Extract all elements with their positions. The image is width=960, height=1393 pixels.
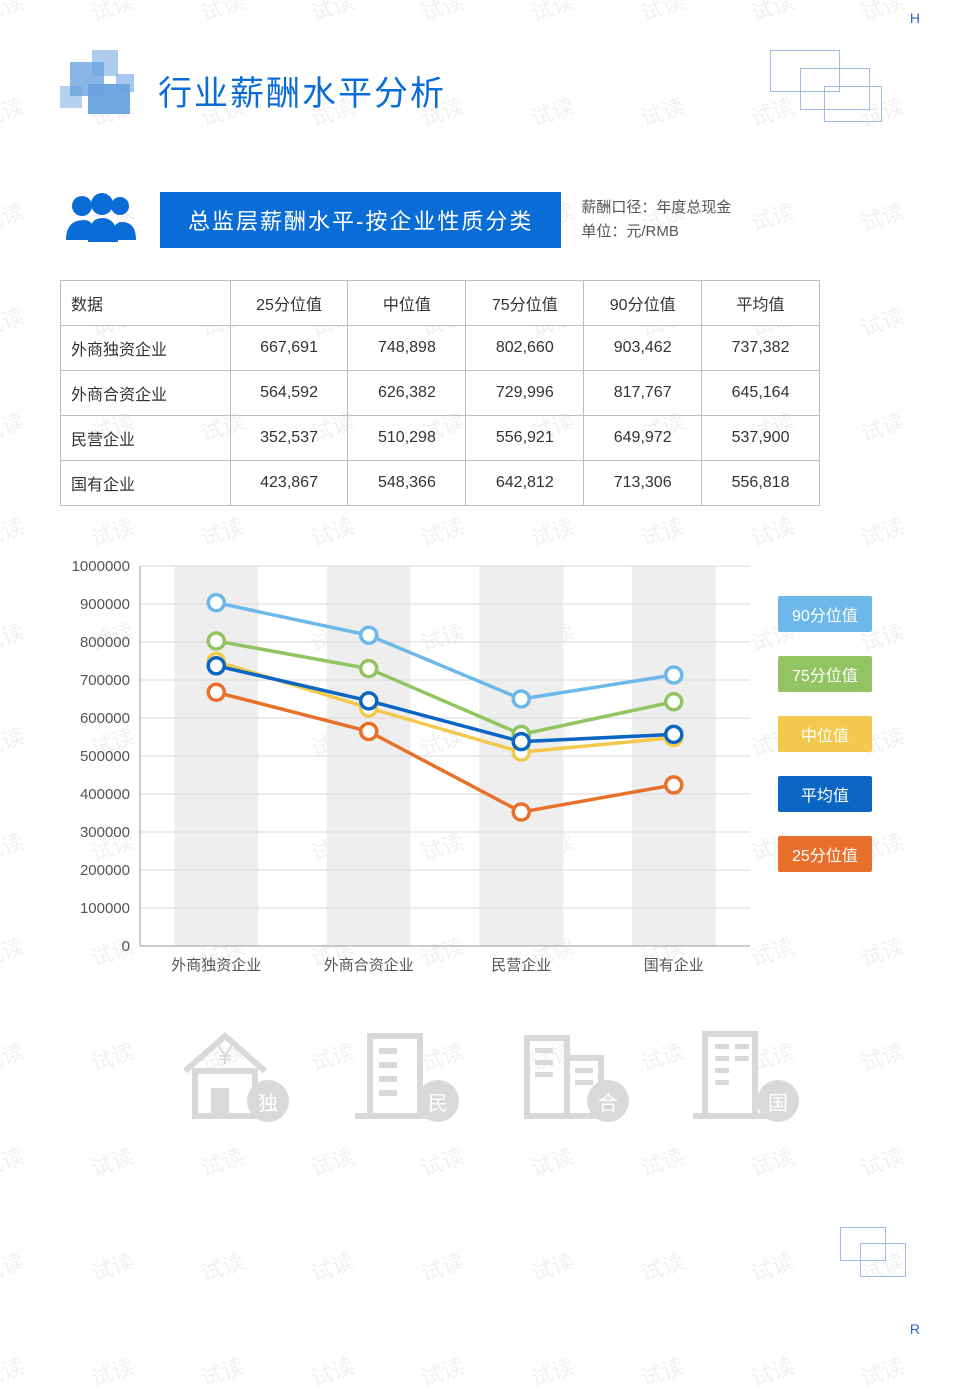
corner-marker-r: R bbox=[910, 1321, 920, 1337]
table-cell: 748,898 bbox=[348, 326, 466, 371]
meta-line-1: 薪酬口径：年度总现金 bbox=[581, 196, 731, 220]
badge-du: 独 bbox=[247, 1080, 289, 1122]
section-header: 总监层薪酬水平-按企业性质分类 薪酬口径：年度总现金 单位：元/RMB bbox=[60, 190, 900, 250]
svg-text:0: 0 bbox=[122, 938, 130, 955]
table-row: 外商合资企业564,592626,382729,996817,767645,16… bbox=[61, 371, 820, 416]
svg-text:民营企业: 民营企业 bbox=[491, 956, 551, 974]
table-cell: 556,921 bbox=[466, 416, 584, 461]
table-cell: 642,812 bbox=[466, 461, 584, 506]
svg-text:外商合资企业: 外商合资企业 bbox=[324, 956, 414, 974]
table-cell: 537,900 bbox=[702, 416, 820, 461]
table-cell: 外商合资企业 bbox=[61, 371, 231, 416]
legend-item: 中位值 bbox=[778, 716, 872, 752]
section-banner: 总监层薪酬水平-按企业性质分类 bbox=[160, 192, 561, 248]
table-header: 中位值 bbox=[348, 281, 466, 326]
page-title: 行业薪酬水平分析 bbox=[158, 66, 446, 115]
icon-building-3: 国 bbox=[675, 1016, 795, 1126]
svg-text:1000000: 1000000 bbox=[72, 558, 130, 575]
svg-text:100000: 100000 bbox=[80, 900, 130, 917]
table-cell: 737,382 bbox=[702, 326, 820, 371]
header-logo bbox=[60, 50, 140, 130]
table-cell: 外商独资企业 bbox=[61, 326, 231, 371]
table-header: 90分位值 bbox=[584, 281, 702, 326]
table-cell: 423,867 bbox=[230, 461, 348, 506]
svg-text:200000: 200000 bbox=[80, 862, 130, 879]
table-cell: 国有企业 bbox=[61, 461, 231, 506]
svg-text:700000: 700000 bbox=[80, 672, 130, 689]
svg-text:900000: 900000 bbox=[80, 596, 130, 613]
table-cell: 817,767 bbox=[584, 371, 702, 416]
salary-chart-area: 0 100000 200000 300000 400000 500000 600000 700… bbox=[60, 556, 900, 986]
svg-text:¥: ¥ bbox=[217, 1040, 233, 1070]
bottom-icon-row: ¥ 独 民 bbox=[60, 1016, 900, 1126]
table-row: 国有企业423,867548,366642,812713,306556,818 bbox=[61, 461, 820, 506]
table-cell: 649,972 bbox=[584, 416, 702, 461]
table-cell: 556,818 bbox=[702, 461, 820, 506]
table-header: 75分位值 bbox=[466, 281, 584, 326]
salary-table: 数据25分位值中位值75分位值90分位值平均值 外商独资企业667,691748… bbox=[60, 280, 820, 506]
table-cell: 510,298 bbox=[348, 416, 466, 461]
svg-text:国有企业: 国有企业 bbox=[644, 956, 704, 974]
table-cell: 民营企业 bbox=[61, 416, 231, 461]
svg-text:300000: 300000 bbox=[80, 824, 130, 841]
badge-min: 民 bbox=[417, 1080, 459, 1122]
svg-text:800000: 800000 bbox=[80, 634, 130, 651]
table-cell: 729,996 bbox=[466, 371, 584, 416]
page-header: 行业薪酬水平分析 bbox=[60, 50, 900, 130]
legend-item: 25分位值 bbox=[778, 836, 872, 872]
svg-text:外商独资企业: 外商独资企业 bbox=[171, 956, 261, 974]
legend-item: 平均值 bbox=[778, 776, 872, 812]
table-cell: 645,164 bbox=[702, 371, 820, 416]
footer-decoration bbox=[840, 1227, 920, 1287]
svg-text:600000: 600000 bbox=[80, 710, 130, 727]
svg-text:500000: 500000 bbox=[80, 748, 130, 765]
table-cell: 564,592 bbox=[230, 371, 348, 416]
icon-building-2: 合 bbox=[505, 1016, 625, 1126]
legend-item: 75分位值 bbox=[778, 656, 872, 692]
table-row: 外商独资企业667,691748,898802,660903,462737,38… bbox=[61, 326, 820, 371]
table-row: 民营企业352,537510,298556,921649,972537,900 bbox=[61, 416, 820, 461]
table-header: 平均值 bbox=[702, 281, 820, 326]
table-cell: 667,691 bbox=[230, 326, 348, 371]
icon-building-1: 民 bbox=[335, 1016, 455, 1126]
svg-text:400000: 400000 bbox=[80, 786, 130, 803]
salary-line-chart: 0 100000 200000 300000 400000 500000 600000 700… bbox=[60, 556, 760, 986]
people-icon bbox=[60, 190, 140, 250]
table-cell: 713,306 bbox=[584, 461, 702, 506]
table-header: 25分位值 bbox=[230, 281, 348, 326]
table-cell: 626,382 bbox=[348, 371, 466, 416]
meta-line-2: 单位：元/RMB bbox=[581, 220, 731, 244]
table-cell: 352,537 bbox=[230, 416, 348, 461]
badge-guo: 国 bbox=[757, 1080, 799, 1122]
legend-item: 90分位值 bbox=[778, 596, 872, 632]
table-header: 数据 bbox=[61, 281, 231, 326]
badge-he: 合 bbox=[587, 1080, 629, 1122]
header-decoration bbox=[770, 50, 900, 130]
icon-house: ¥ 独 bbox=[165, 1016, 285, 1126]
section-meta: 薪酬口径：年度总现金 单位：元/RMB bbox=[581, 196, 731, 244]
table-cell: 903,462 bbox=[584, 326, 702, 371]
table-cell: 802,660 bbox=[466, 326, 584, 371]
chart-legend: 90分位值 75分位值中位值平均值 25分位值 bbox=[778, 556, 872, 872]
table-cell: 548,366 bbox=[348, 461, 466, 506]
